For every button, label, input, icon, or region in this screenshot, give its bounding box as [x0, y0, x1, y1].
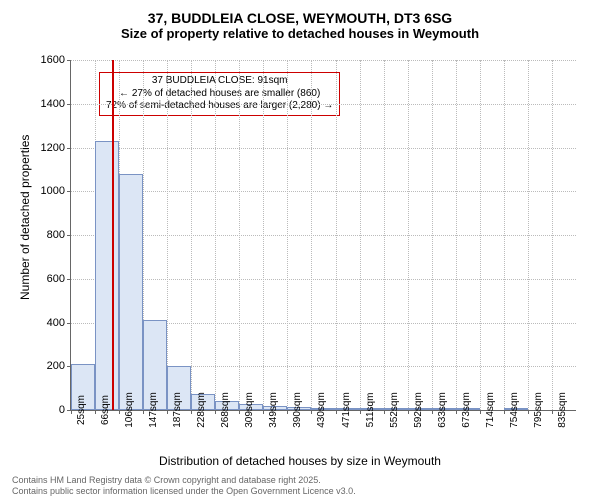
grid-line-v — [215, 60, 216, 410]
x-tick-mark — [336, 410, 337, 414]
x-tick-label: 66sqm — [98, 395, 111, 425]
x-tick-label: 592sqm — [411, 392, 424, 428]
x-axis-label: Distribution of detached houses by size … — [0, 454, 600, 468]
x-tick-label: 511sqm — [363, 393, 376, 428]
grid-line-h — [71, 191, 576, 192]
x-tick-mark — [191, 410, 192, 414]
grid-line-v — [480, 60, 481, 410]
footer-attribution: Contains HM Land Registry data © Crown c… — [12, 475, 356, 497]
chart-title: 37, BUDDLEIA CLOSE, WEYMOUTH, DT3 6SG — [0, 0, 600, 26]
x-tick-label: 552sqm — [387, 392, 400, 428]
annotation-line1: 37 BUDDLEIA CLOSE: 91sqm — [106, 75, 333, 88]
x-tick-label: 633sqm — [435, 392, 448, 428]
x-tick-mark — [480, 410, 481, 414]
grid-line-h — [71, 235, 576, 236]
grid-line-v — [239, 60, 240, 410]
x-tick-mark — [360, 410, 361, 414]
grid-line-v — [263, 60, 264, 410]
x-tick-label: 349sqm — [266, 392, 279, 428]
x-tick-label: 390sqm — [290, 392, 303, 428]
x-tick-label: 147sqm — [146, 392, 159, 428]
x-tick-label: 430sqm — [314, 392, 327, 428]
x-tick-label: 471sqm — [339, 392, 352, 428]
x-tick-mark — [384, 410, 385, 414]
x-tick-mark — [119, 410, 120, 414]
x-tick-label: 268sqm — [218, 392, 231, 428]
grid-line-h — [71, 104, 576, 105]
y-tick-label: 0 — [59, 404, 71, 416]
x-tick-mark — [311, 410, 312, 414]
y-tick-label: 1400 — [41, 98, 71, 110]
x-tick-label: 187sqm — [170, 392, 183, 428]
x-tick-mark — [528, 410, 529, 414]
histogram-bar — [119, 174, 143, 410]
y-tick-label: 1600 — [41, 54, 71, 66]
histogram-bar — [95, 141, 119, 410]
annotation-line2: ← 27% of detached houses are smaller (86… — [106, 88, 333, 101]
x-tick-mark — [215, 410, 216, 414]
x-tick-mark — [263, 410, 264, 414]
y-tick-label: 200 — [47, 360, 71, 372]
x-tick-label: 754sqm — [507, 392, 520, 428]
chart-subtitle: Size of property relative to detached ho… — [0, 26, 600, 41]
grid-line-v — [191, 60, 192, 410]
property-marker-line — [112, 60, 114, 410]
x-tick-mark — [408, 410, 409, 414]
grid-line-v — [456, 60, 457, 410]
grid-line-v — [336, 60, 337, 410]
grid-line-v — [287, 60, 288, 410]
grid-line-v — [408, 60, 409, 410]
y-axis-label: Number of detached properties — [18, 135, 32, 300]
x-tick-mark — [95, 410, 96, 414]
grid-line-v — [528, 60, 529, 410]
y-tick-label: 400 — [47, 317, 71, 329]
footer-line1: Contains HM Land Registry data © Crown c… — [12, 475, 356, 486]
grid-line-v — [384, 60, 385, 410]
grid-line-v — [432, 60, 433, 410]
y-tick-label: 600 — [47, 273, 71, 285]
annotation-box: 37 BUDDLEIA CLOSE: 91sqm ← 27% of detach… — [99, 72, 340, 116]
x-tick-mark — [432, 410, 433, 414]
x-tick-label: 25sqm — [74, 395, 87, 425]
footer-line2: Contains public sector information licen… — [12, 486, 356, 497]
y-tick-label: 1200 — [41, 142, 71, 154]
x-tick-label: 795sqm — [531, 392, 544, 428]
annotation-line3: 72% of semi-detached houses are larger (… — [106, 100, 333, 113]
grid-line-v — [360, 60, 361, 410]
x-tick-label: 835sqm — [555, 392, 568, 428]
x-tick-mark — [239, 410, 240, 414]
grid-line-v — [311, 60, 312, 410]
x-tick-label: 673sqm — [459, 392, 472, 428]
grid-line-v — [552, 60, 553, 410]
grid-line-h — [71, 279, 576, 280]
grid-line-v — [167, 60, 168, 410]
x-tick-mark — [143, 410, 144, 414]
x-tick-mark — [504, 410, 505, 414]
x-tick-mark — [167, 410, 168, 414]
x-tick-mark — [456, 410, 457, 414]
grid-line-h — [71, 148, 576, 149]
x-tick-label: 106sqm — [122, 392, 135, 428]
y-tick-label: 800 — [47, 229, 71, 241]
y-tick-label: 1000 — [41, 185, 71, 197]
grid-line-v — [504, 60, 505, 410]
grid-line-h — [71, 60, 576, 61]
x-tick-mark — [552, 410, 553, 414]
x-tick-label: 309sqm — [242, 392, 255, 428]
x-tick-label: 228sqm — [194, 392, 207, 428]
x-tick-label: 714sqm — [483, 392, 496, 428]
x-tick-mark — [287, 410, 288, 414]
x-tick-mark — [71, 410, 72, 414]
chart-plot-area: 37 BUDDLEIA CLOSE: 91sqm ← 27% of detach… — [70, 60, 576, 411]
